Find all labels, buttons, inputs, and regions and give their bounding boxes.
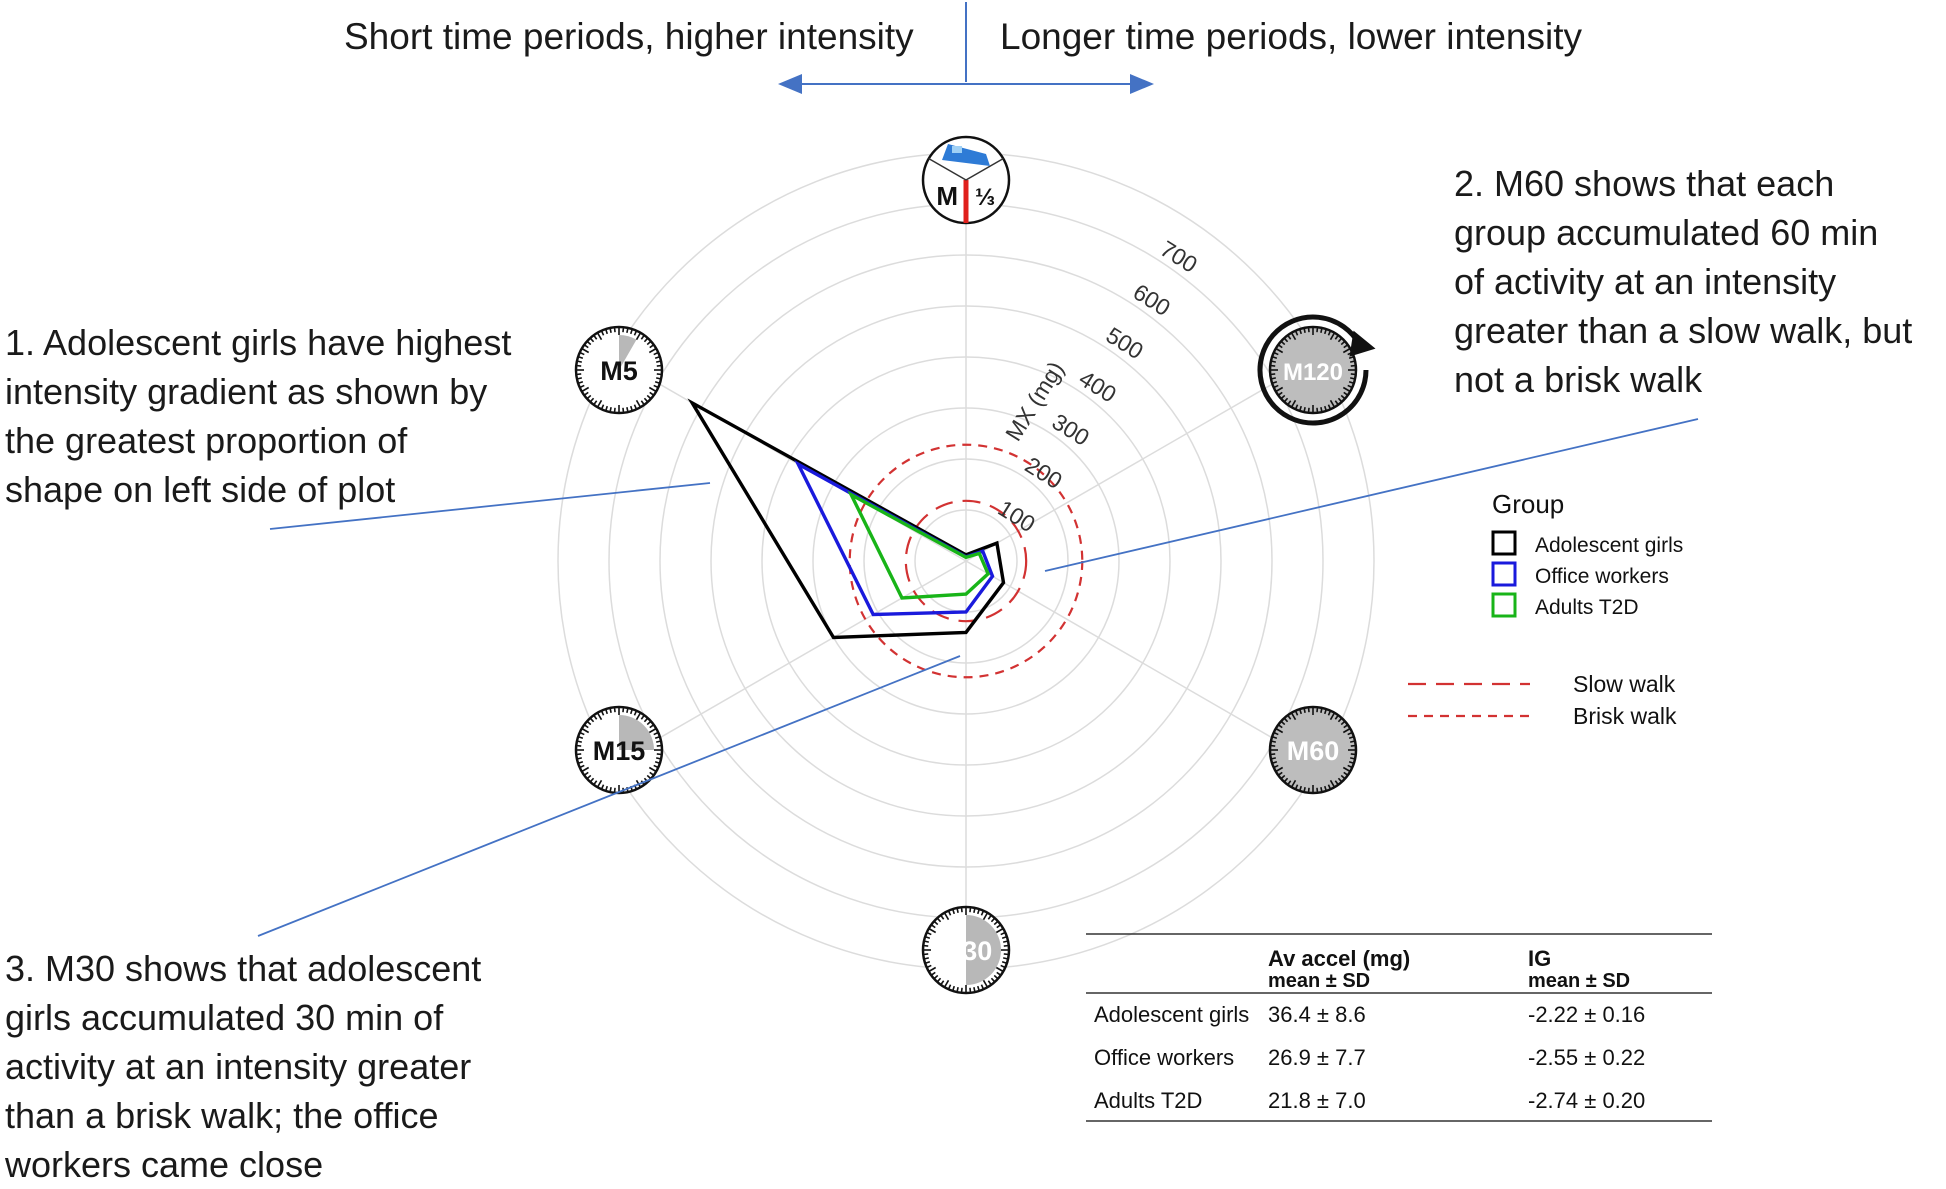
clock-tick	[610, 407, 611, 411]
clock-tick	[610, 709, 611, 713]
legend-label: Adolescent girls	[1535, 534, 1683, 557]
twelfth-clock-icon: M5	[576, 327, 662, 413]
axis-label: M5	[600, 356, 638, 386]
table-subheader: mean ± SD	[1268, 970, 1370, 992]
table-cell: Adolescent girls	[1094, 1002, 1249, 1027]
radial-tick-label: 300	[1048, 408, 1094, 450]
radial-tick-label: 700	[1156, 235, 1202, 277]
radial-tick-label: 100	[994, 495, 1040, 537]
grid-spoke	[966, 365, 1305, 561]
full-clock-icon: M60	[1270, 707, 1356, 793]
clock-tick	[1321, 709, 1322, 713]
table-header: Av accel (mg)	[1268, 946, 1410, 971]
table-cell: -2.55 ± 0.22	[1528, 1045, 1645, 1070]
radial-tick-label: 200	[1021, 452, 1067, 494]
clock-tick	[1304, 709, 1305, 713]
axis-label: M30	[940, 936, 993, 966]
clock-tick	[1272, 741, 1276, 742]
clock-tick	[957, 987, 958, 991]
axis-label: M	[936, 181, 958, 211]
radial-tick-label: 500	[1102, 322, 1148, 364]
clock-tick	[578, 758, 582, 759]
clock-tick	[974, 987, 975, 991]
clock-tick	[974, 909, 975, 913]
clock-tick	[1272, 758, 1276, 759]
clock-tick	[1304, 787, 1305, 791]
legend-label: Adults T2D	[1535, 596, 1639, 619]
callout-line	[258, 656, 960, 936]
clock-tick	[627, 407, 628, 411]
axis-label: M15	[593, 736, 646, 766]
legend-ref-label: Slow walk	[1573, 671, 1676, 697]
clock-tick	[656, 758, 660, 759]
clock-tick	[656, 361, 660, 362]
table-subheader: mean ± SD	[1528, 970, 1630, 992]
repeat-arrow-head	[1350, 331, 1376, 357]
table-cell: -2.74 ± 0.20	[1528, 1088, 1645, 1113]
table-cell: Office workers	[1094, 1045, 1234, 1070]
clock-tick	[1350, 758, 1354, 759]
clock-tick	[1321, 329, 1322, 333]
axis-label: M60	[1287, 736, 1340, 766]
legend-swatch	[1493, 563, 1515, 585]
clock-tick	[1304, 329, 1305, 333]
legend-swatch	[1493, 532, 1515, 554]
axis-label: M120	[1283, 359, 1343, 386]
axis-sublabel: ⅓	[975, 184, 995, 211]
radial-tick-label: 600	[1129, 279, 1175, 321]
callout-line	[270, 483, 710, 529]
clock-tick	[1350, 741, 1354, 742]
clock-tick	[925, 958, 929, 959]
clock-tick	[1350, 361, 1354, 362]
clock-tick	[610, 329, 611, 333]
clock-tick	[1003, 958, 1007, 959]
series-polygon	[692, 403, 1003, 638]
bed-pillow	[952, 146, 962, 153]
clock-tick	[627, 329, 628, 333]
clock-tick	[1321, 787, 1322, 791]
clock-tick	[627, 709, 628, 713]
table-cell: Adults T2D	[1094, 1088, 1202, 1113]
clock-tick	[1272, 378, 1276, 379]
table-cell: -2.22 ± 0.16	[1528, 1002, 1645, 1027]
clock-tick	[578, 741, 582, 742]
clock-repeat-icon: M120	[1260, 317, 1376, 423]
grid-spoke	[627, 561, 966, 757]
table-cell: 36.4 ± 8.6	[1268, 1002, 1366, 1027]
clock-tick	[957, 909, 958, 913]
clock-tick	[656, 378, 660, 379]
table-cell: 26.9 ± 7.7	[1268, 1045, 1366, 1070]
clock-tick	[1272, 361, 1276, 362]
grid-spoke	[966, 561, 1305, 757]
legend-ref-label: Brisk walk	[1573, 703, 1677, 729]
legend-label: Office workers	[1535, 565, 1669, 588]
table-cell: 21.8 ± 7.0	[1268, 1088, 1366, 1113]
clock-tick	[656, 741, 660, 742]
clock-tick	[1350, 378, 1354, 379]
table-header: IG	[1528, 946, 1551, 971]
legend-swatch	[1493, 594, 1515, 616]
clock-tick	[1321, 407, 1322, 411]
half-clock-icon: M30	[923, 907, 1009, 993]
clock-tick	[578, 361, 582, 362]
clock-tick	[578, 378, 582, 379]
clock-tick	[1003, 941, 1007, 942]
radial-tick-label: 400	[1075, 365, 1121, 407]
clock-tick	[1304, 407, 1305, 411]
legend-title: Group	[1492, 489, 1564, 519]
clock-tick	[610, 787, 611, 791]
clock-tick	[925, 941, 929, 942]
